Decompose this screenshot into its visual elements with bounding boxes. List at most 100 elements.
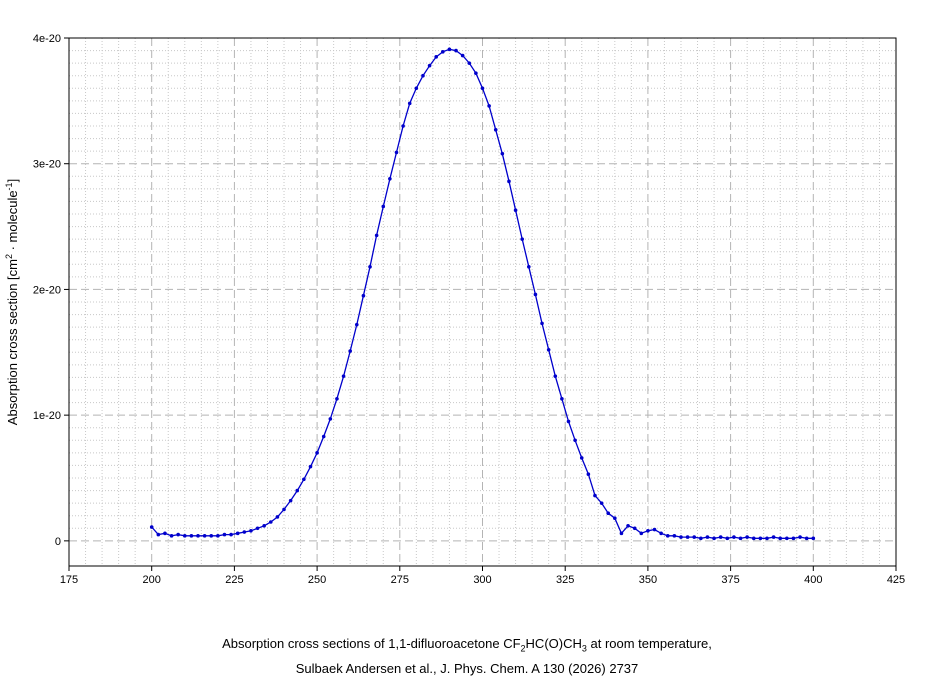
data-point xyxy=(189,534,194,538)
data-point xyxy=(268,520,273,524)
x-tick-label: 175 xyxy=(60,574,78,586)
x-tick-label: 400 xyxy=(804,574,822,586)
data-point xyxy=(441,50,445,54)
data-point xyxy=(665,534,670,538)
data-point xyxy=(619,531,624,536)
data-point xyxy=(176,532,180,537)
y-tick-label: 4e-20 xyxy=(33,33,61,45)
data-point xyxy=(579,456,584,460)
data-point xyxy=(672,534,677,538)
grid-lines xyxy=(69,38,896,566)
data-point xyxy=(249,529,253,533)
data-point xyxy=(321,434,326,439)
x-tick-label: 275 xyxy=(391,574,409,586)
data-point xyxy=(335,397,339,401)
data-point xyxy=(646,529,650,533)
data-point xyxy=(308,464,313,469)
data-point xyxy=(209,534,214,538)
data-point xyxy=(533,292,538,297)
data-point xyxy=(354,322,359,327)
data-point xyxy=(718,535,723,539)
data-point xyxy=(738,536,743,541)
data-point xyxy=(745,535,749,539)
data-point xyxy=(778,536,783,541)
caption-line-1: Absorption cross sections of 1,1-difluor… xyxy=(222,636,712,654)
data-point xyxy=(202,534,207,538)
data-point xyxy=(765,536,769,541)
data-point xyxy=(368,265,372,269)
data-point xyxy=(242,530,247,534)
data-point xyxy=(434,55,438,59)
data-point xyxy=(454,48,458,53)
data-point xyxy=(685,535,690,539)
data-point xyxy=(798,535,802,539)
data-point xyxy=(553,374,558,378)
data-point xyxy=(381,204,386,209)
data-point xyxy=(388,177,392,181)
data-point xyxy=(639,531,644,536)
data-point xyxy=(771,535,776,539)
data-point xyxy=(652,527,657,532)
x-tick-label: 225 xyxy=(225,574,243,586)
data-point xyxy=(613,516,617,521)
data-point xyxy=(182,534,187,538)
data-point xyxy=(275,515,280,519)
y-axis-label: Absorption cross section [cm2 · molecule… xyxy=(4,179,20,425)
data-point xyxy=(427,63,432,68)
y-tick-label: 2e-20 xyxy=(33,284,61,296)
data-point xyxy=(507,179,511,184)
data-point xyxy=(401,124,405,128)
data-point xyxy=(295,488,300,493)
data-point xyxy=(474,71,478,75)
y-tick-label: 0 xyxy=(55,536,61,548)
data-point xyxy=(235,531,240,536)
data-point xyxy=(374,233,379,238)
data-point xyxy=(229,532,233,537)
data-point xyxy=(705,535,710,539)
data-point xyxy=(566,419,571,424)
y-tick-label: 3e-20 xyxy=(33,159,61,171)
data-point xyxy=(725,536,730,541)
data-point xyxy=(573,438,577,443)
data-point xyxy=(288,498,293,503)
data-point xyxy=(626,523,630,528)
data-point xyxy=(407,101,412,106)
data-point xyxy=(282,507,286,512)
data-point xyxy=(540,321,544,326)
data-point xyxy=(480,86,485,91)
data-point xyxy=(216,534,220,538)
data-point xyxy=(493,127,498,132)
x-tick-label: 325 xyxy=(556,574,574,586)
data-point xyxy=(520,237,524,241)
data-point xyxy=(599,501,604,505)
data-point xyxy=(732,535,736,539)
data-point xyxy=(414,86,419,91)
data-point xyxy=(527,265,531,269)
data-point xyxy=(632,526,637,531)
data-point xyxy=(546,347,551,352)
axis-ticks xyxy=(64,37,897,571)
data-point xyxy=(679,535,683,539)
y-tick-label: 1e-20 xyxy=(33,410,61,422)
data-point xyxy=(328,417,333,421)
data-point xyxy=(341,374,346,378)
y-tick-labels: 0 1e-20 2e-20 3e-20 4e-20 xyxy=(33,33,61,548)
data-point xyxy=(163,531,167,536)
data-point xyxy=(751,536,756,541)
data-point xyxy=(421,73,425,78)
x-tick-label: 375 xyxy=(721,574,739,586)
data-point xyxy=(149,525,154,529)
x-tick-label: 350 xyxy=(639,574,657,586)
data-series xyxy=(149,47,816,541)
data-point xyxy=(785,536,789,541)
data-point xyxy=(302,477,306,482)
data-point xyxy=(348,349,352,353)
chart-caption: Absorption cross sections of 1,1-difluor… xyxy=(0,634,934,679)
data-point xyxy=(560,397,564,401)
data-point xyxy=(513,208,518,213)
data-point xyxy=(804,536,809,541)
x-tick-labels: 175 200 225 250 275 300 325 350 375 400 425 xyxy=(60,574,905,586)
data-point xyxy=(467,61,472,65)
data-point xyxy=(262,523,266,528)
